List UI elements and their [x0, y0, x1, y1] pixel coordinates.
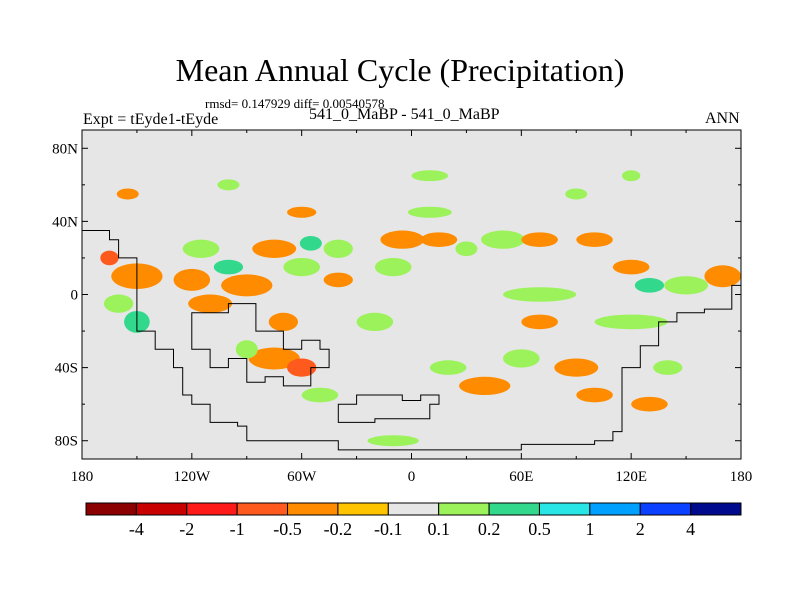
- colorbar-label: -0.1: [374, 519, 403, 539]
- colorbar-box: [387, 502, 440, 516]
- colorbar-label: -0.5: [273, 519, 302, 539]
- anomaly-blob: [455, 241, 478, 257]
- colorbar-label: -1: [230, 519, 245, 539]
- anomaly-blob: [299, 236, 322, 251]
- anomaly-blob: [612, 259, 650, 275]
- anomaly-blob: [704, 265, 741, 288]
- colorbar-label: -4: [129, 519, 144, 539]
- anomaly-blob: [503, 349, 540, 368]
- anomaly-blob: [367, 435, 419, 447]
- colorbar-box: [639, 502, 692, 516]
- anomaly-blob: [248, 347, 300, 370]
- anomaly-blob: [182, 239, 220, 258]
- x-tick-label: 120E: [615, 469, 647, 485]
- anomaly-blob: [188, 294, 233, 313]
- anomaly-blob: [664, 276, 709, 295]
- anomaly-blob: [459, 376, 511, 396]
- anomaly-blob: [100, 250, 119, 266]
- right-string: ANN: [705, 110, 740, 127]
- anomaly-blob: [420, 232, 458, 247]
- anomaly-blob: [235, 340, 258, 359]
- anomaly-blob: [411, 170, 449, 182]
- anomaly-blob: [653, 360, 683, 375]
- colorbar-label: 0.5: [528, 519, 551, 539]
- x-tick-label: 120W: [173, 469, 211, 485]
- anomaly-blob: [594, 314, 668, 330]
- anomaly-blob: [634, 278, 665, 293]
- anomaly-blob: [576, 232, 613, 247]
- anomaly-blob: [521, 314, 558, 330]
- colorbar-box: [690, 502, 742, 516]
- x-tick-label: 60E: [509, 469, 533, 485]
- anomaly-blob: [565, 188, 588, 200]
- colorbar-box: [287, 502, 339, 516]
- y-tick-label: 80N: [52, 141, 78, 157]
- anomaly-blob: [287, 358, 317, 377]
- anomaly-blob: [217, 179, 240, 191]
- anomaly-blob: [287, 206, 317, 218]
- colorbar-label: 1: [585, 519, 594, 539]
- anomaly-blob: [323, 272, 353, 288]
- colorbar-box: [488, 502, 540, 516]
- anomaly-blob: [481, 230, 525, 249]
- anomaly-blob: [521, 232, 558, 247]
- colorbar-box: [538, 502, 591, 516]
- colorbar-label: 2: [636, 519, 645, 539]
- anomaly-blob: [268, 312, 299, 332]
- center-string: 541_0_MaBP - 541_0_MaBP: [309, 106, 500, 123]
- colorbar-label: 0.2: [478, 519, 501, 539]
- colorbar-label: -0.2: [324, 519, 353, 539]
- anomaly-blob: [503, 287, 577, 302]
- land-outline: [191, 303, 330, 387]
- colorbar-box: [438, 502, 490, 516]
- land-outline: [82, 230, 742, 451]
- anomaly-blob: [116, 188, 139, 200]
- anomaly-blob: [103, 294, 134, 313]
- colorbar-box: [337, 502, 389, 516]
- anomaly-blob: [356, 312, 394, 332]
- colorbar-label: 4: [686, 519, 695, 539]
- anomaly-blob: [252, 239, 297, 258]
- anomaly-blob: [576, 387, 613, 403]
- land-outline: [337, 394, 440, 423]
- y-tick-label: 40S: [55, 361, 78, 377]
- anomaly-blob: [301, 387, 339, 403]
- anomaly-blob: [221, 274, 273, 297]
- colorbar-box: [85, 502, 137, 516]
- colorbar-label: -2: [179, 519, 194, 539]
- anomaly-blob: [173, 268, 211, 291]
- chart-title: Mean Annual Cycle (Precipitation): [175, 52, 625, 88]
- y-tick-label: 40N: [52, 214, 78, 230]
- anomaly-blob: [622, 170, 641, 182]
- anomaly-blob: [631, 396, 668, 412]
- left-string: Expt = tEyde1-tEyde: [83, 111, 219, 128]
- y-tick-label: 0: [71, 288, 79, 304]
- anomaly-blob: [429, 360, 467, 375]
- colorbar-box: [236, 502, 289, 516]
- x-tick-label: 0: [408, 469, 416, 485]
- anomaly-blob: [407, 206, 452, 218]
- y-tick-label: 80S: [55, 434, 78, 450]
- colorbar-box: [589, 502, 641, 516]
- anomaly-blob: [554, 358, 599, 377]
- anomaly-blob: [380, 230, 425, 249]
- x-tick-label: 180: [71, 469, 94, 485]
- colorbar-box: [135, 502, 188, 516]
- anomaly-blob: [213, 259, 244, 275]
- x-tick-label: 180: [730, 469, 753, 485]
- anomaly-blob: [374, 257, 412, 277]
- anomaly-blob: [283, 257, 320, 277]
- colorbar-box: [186, 502, 238, 516]
- anomaly-blob: [323, 239, 353, 258]
- colorbar-label: 0.1: [427, 519, 450, 539]
- stats-text: rmsd= 0.147929 diff= 0.00540578: [205, 96, 385, 111]
- x-tick-label: 60W: [287, 469, 317, 485]
